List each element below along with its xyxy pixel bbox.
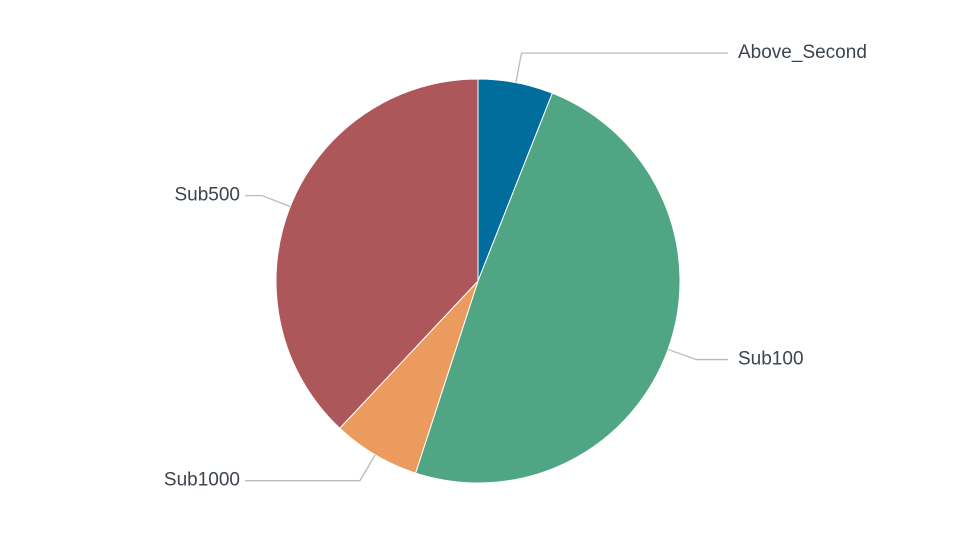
leader-line [667, 348, 728, 361]
leader-line [245, 454, 376, 482]
slice-label: Sub1000 [164, 470, 240, 491]
leader-line [515, 52, 728, 83]
slice-label: Above_Second [738, 42, 867, 63]
pie-slice [414, 92, 681, 484]
leader-line [245, 194, 291, 208]
slice-label: Sub100 [738, 349, 804, 370]
slice-label: Sub500 [174, 185, 240, 206]
pie-slice [275, 78, 479, 429]
